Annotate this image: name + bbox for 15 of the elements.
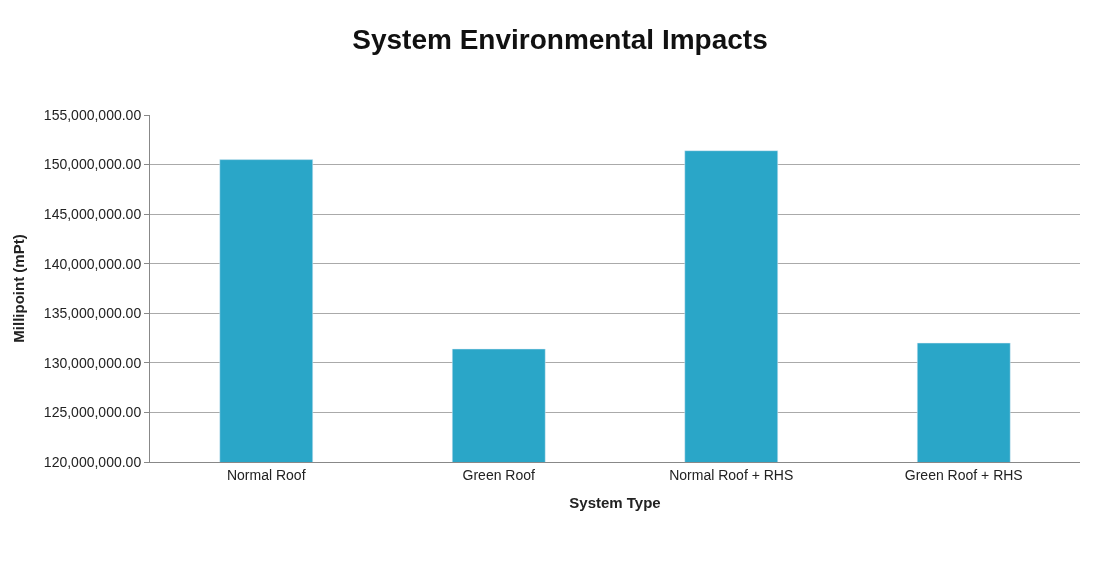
y-tick-label: 145,000,000.00 [43,206,142,223]
y-tick-label: 140,000,000.00 [43,255,142,272]
x-tick-label: Green Roof [462,466,536,483]
y-tick-label: 120,000,000.00 [43,453,142,470]
y-tick-label: 125,000,000.00 [43,404,142,421]
y-tick-label: 150,000,000.00 [43,156,142,173]
x-tick-label: Normal Roof [226,466,306,483]
y-tick-label: 130,000,000.00 [43,354,142,371]
y-tick-label: 135,000,000.00 [43,305,142,322]
x-tick-label: Normal Roof + RHS [669,466,794,483]
chart-title: System Environmental Impacts [352,23,768,55]
x-tick-label: Green Roof + RHS [904,466,1023,483]
y-tick-label: 155,000,000.00 [43,106,142,123]
x-axis-title: System Type [569,493,661,511]
y-axis-title: Millipoint (mPt) [10,234,28,343]
